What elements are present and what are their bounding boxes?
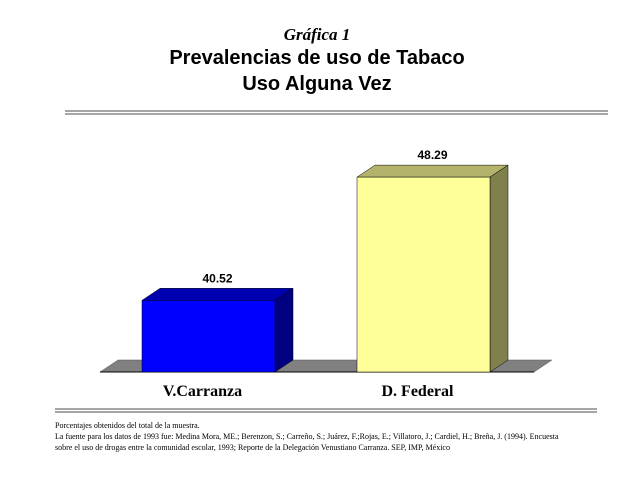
value-label: 40.52: [202, 271, 232, 285]
bar: [141, 300, 276, 373]
x-tick-label: V.Carranza: [163, 383, 242, 400]
bar-top: [356, 164, 509, 178]
footnote: sobre el uso de drogas entre la comunida…: [55, 443, 450, 452]
chart-title: Uso Alguna Vez: [242, 73, 391, 95]
x-tick-label: D. Federal: [382, 383, 455, 400]
bar-side: [274, 287, 294, 373]
bar-side: [489, 164, 509, 373]
chart-title: Prevalencias de uso de Tabaco: [169, 47, 464, 69]
bar: [356, 176, 491, 373]
bar-top: [141, 288, 294, 301]
footnote: Porcentajes obtenidos del total de la mu…: [55, 421, 200, 430]
value-label: 48.29: [417, 148, 447, 162]
chart-subtitle: Gráfica 1: [284, 25, 351, 44]
footnote: La fuente para los datos de 1993 fue: Me…: [55, 432, 559, 441]
